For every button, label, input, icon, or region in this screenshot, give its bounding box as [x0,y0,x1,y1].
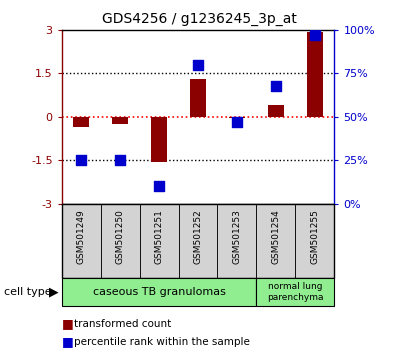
Text: GSM501252: GSM501252 [193,210,203,264]
Text: GSM501251: GSM501251 [154,210,164,264]
Point [234,119,240,125]
Point [312,33,318,38]
Bar [101,204,140,278]
Bar [268,105,284,117]
Bar [62,278,256,306]
Point [156,183,162,189]
Text: GSM501253: GSM501253 [232,210,242,264]
Bar [190,79,206,117]
Bar [179,204,217,278]
Text: normal lung
parenchyma: normal lung parenchyma [267,282,324,302]
Bar [112,117,128,124]
Text: GSM501254: GSM501254 [271,210,281,264]
Bar [62,204,334,278]
Bar [62,204,101,278]
Bar [256,204,295,278]
Point [195,62,201,68]
Text: GSM501249: GSM501249 [77,210,86,264]
Bar [73,117,89,127]
Bar [295,204,334,278]
Text: cell type: cell type [4,287,52,297]
Text: GSM501255: GSM501255 [310,210,319,264]
Text: GDS4256 / g1236245_3p_at: GDS4256 / g1236245_3p_at [101,12,297,27]
Point [273,83,279,88]
Text: transformed count: transformed count [74,319,171,329]
Text: ■: ■ [62,335,74,348]
Bar [229,117,245,118]
Text: percentile rank within the sample: percentile rank within the sample [74,337,250,347]
Text: ■: ■ [62,318,74,330]
Text: GSM501250: GSM501250 [115,210,125,264]
Point [78,157,84,163]
Bar [307,32,323,117]
Bar [140,204,179,278]
Text: caseous TB granulomas: caseous TB granulomas [93,287,226,297]
Text: ▶: ▶ [49,286,59,298]
Point [117,157,123,163]
Bar [151,117,167,162]
Bar [256,278,334,306]
Bar [217,204,256,278]
